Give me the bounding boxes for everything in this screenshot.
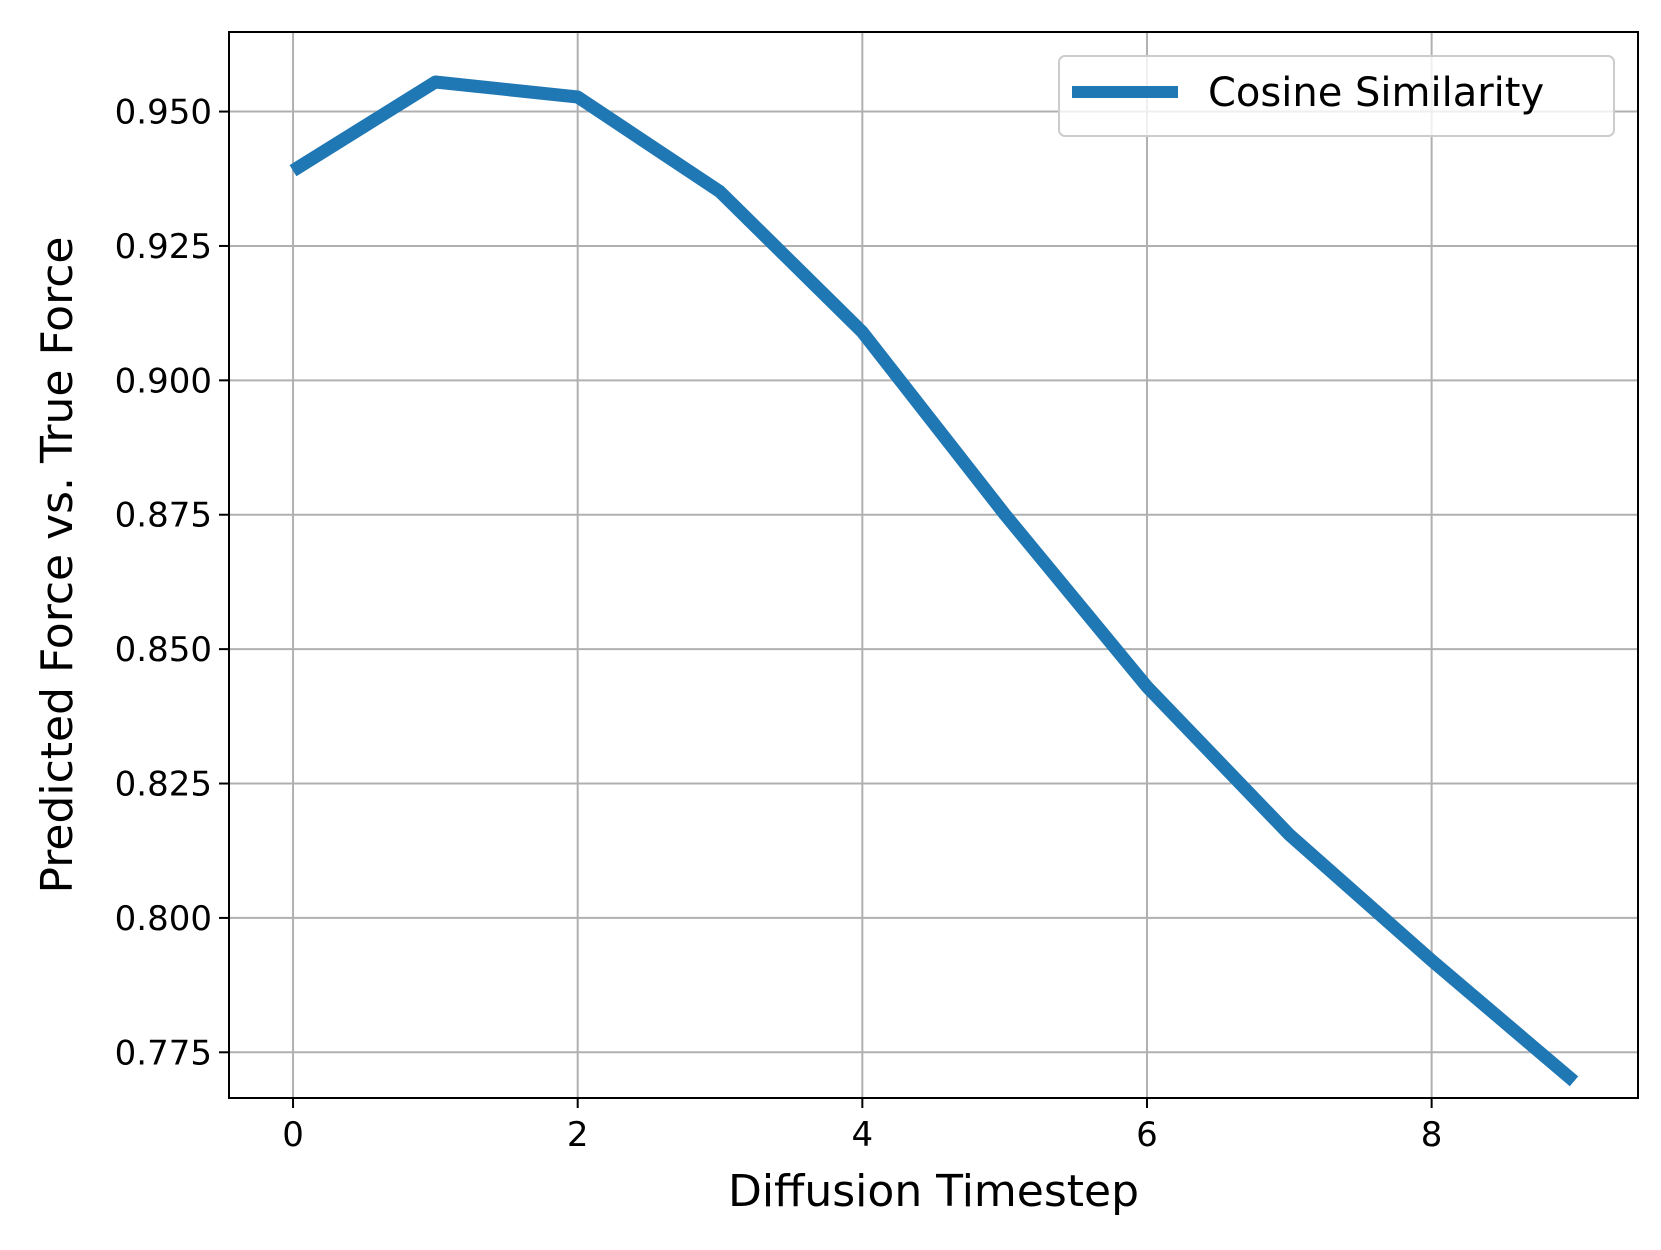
legend-label-cosine-similarity: Cosine Similarity xyxy=(1208,70,1544,116)
x-tick-label: 0 xyxy=(282,1115,304,1155)
x-tick-label: 4 xyxy=(852,1115,874,1155)
y-tick-label: 0.800 xyxy=(115,899,212,939)
plot-frame xyxy=(228,31,1639,1099)
y-axis-label: Predicted Force vs. True Force xyxy=(32,237,83,894)
x-tick-label: 2 xyxy=(567,1115,589,1155)
axis-ticks: 0 2 4 6 8 0.775 0.800 0.825 0.850 0.875 0.900 0.925… xyxy=(115,93,1443,1155)
y-tick-label: 0.925 xyxy=(115,227,212,267)
series-line-cosine-similarity xyxy=(289,75,1579,1087)
legend: Cosine Similarity xyxy=(1058,55,1615,137)
x-tick-label: 8 xyxy=(1421,1115,1443,1155)
series-lines xyxy=(289,75,1579,1087)
y-tick-label: 0.775 xyxy=(115,1033,212,1073)
y-tick-label: 0.950 xyxy=(115,93,212,133)
y-tick-label: 0.850 xyxy=(115,630,212,670)
y-tick-label: 0.825 xyxy=(115,765,212,805)
y-tick-label: 0.875 xyxy=(115,496,212,536)
x-axis-label: Diffusion Timestep xyxy=(728,1166,1139,1217)
x-tick-label: 6 xyxy=(1136,1115,1158,1155)
y-tick-label: 0.900 xyxy=(115,361,212,401)
legend-box xyxy=(1058,55,1615,137)
